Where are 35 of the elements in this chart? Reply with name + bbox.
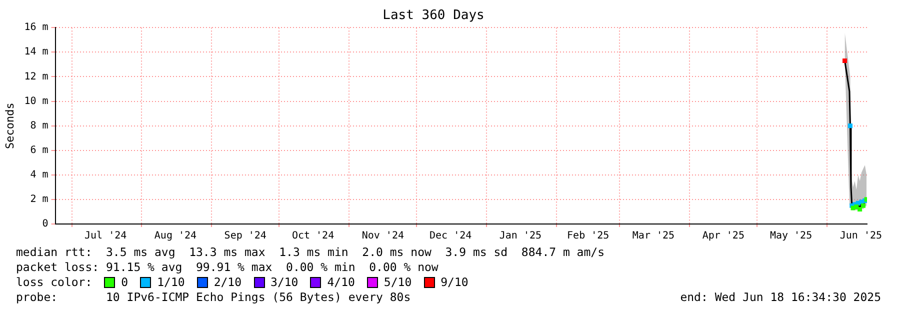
y-tick-label: 8 m <box>30 120 48 132</box>
y-tick-label: 16 m <box>24 22 48 34</box>
x-tick-label: Jan '25 <box>499 230 542 242</box>
legend-label: 9/10 <box>440 275 468 290</box>
x-tick-label: Oct '24 <box>292 230 334 242</box>
legend-label: 3/10 <box>270 275 298 290</box>
y-tick-label: 14 m <box>24 46 48 58</box>
x-tick-label: Nov '24 <box>362 230 404 242</box>
text: end: Wed Jun 18 16:34:30 2025 <box>680 290 881 305</box>
x-tick-label: Sep '24 <box>224 230 266 242</box>
legend-label: 5/10 <box>384 275 412 290</box>
x-tick-label: Dec '24 <box>429 230 472 242</box>
y-tick-label: 2 m <box>30 194 48 206</box>
x-tick-label: Mar '25 <box>632 230 675 242</box>
x-tick-label: May '25 <box>770 230 812 242</box>
y-axis-title: Seconds <box>3 102 16 149</box>
legend-label: 4/10 <box>327 275 355 290</box>
y-tick-label: 6 m <box>30 144 48 156</box>
text: median rtt: 3.5 ms avg 13.3 ms max 1.3 ms min 2.0 ms now 3.9 ms sd 884.7 m am/s <box>16 245 606 260</box>
y-tick-label: 10 m <box>24 96 48 107</box>
x-tick-label: Jun '25 <box>840 230 882 242</box>
x-tick-label: Feb '25 <box>567 230 610 242</box>
y-tick-label: 4 m <box>30 169 48 180</box>
x-tick-label: Apr '25 <box>702 230 744 242</box>
x-tick-label: Jul '24 <box>84 230 127 242</box>
x-tick-label: Aug '24 <box>154 230 197 242</box>
text: packet loss: 91.15 % avg 99.91 % max 0.00 % min 0.00 % now <box>16 260 440 275</box>
y-tick-label: 12 m <box>24 71 48 82</box>
y-tick-label: 0 <box>42 218 48 230</box>
legend-label: 0 <box>121 275 128 290</box>
legend-title: loss color: <box>16 275 92 290</box>
text: probe: 10 IPv6-ICMP Echo Pings (56 Bytes) every 80s <box>16 290 411 305</box>
chart-title: Last 360 Days <box>382 8 484 24</box>
legend-label: 2/10 <box>214 275 242 290</box>
legend-label: 1/10 <box>157 275 185 290</box>
